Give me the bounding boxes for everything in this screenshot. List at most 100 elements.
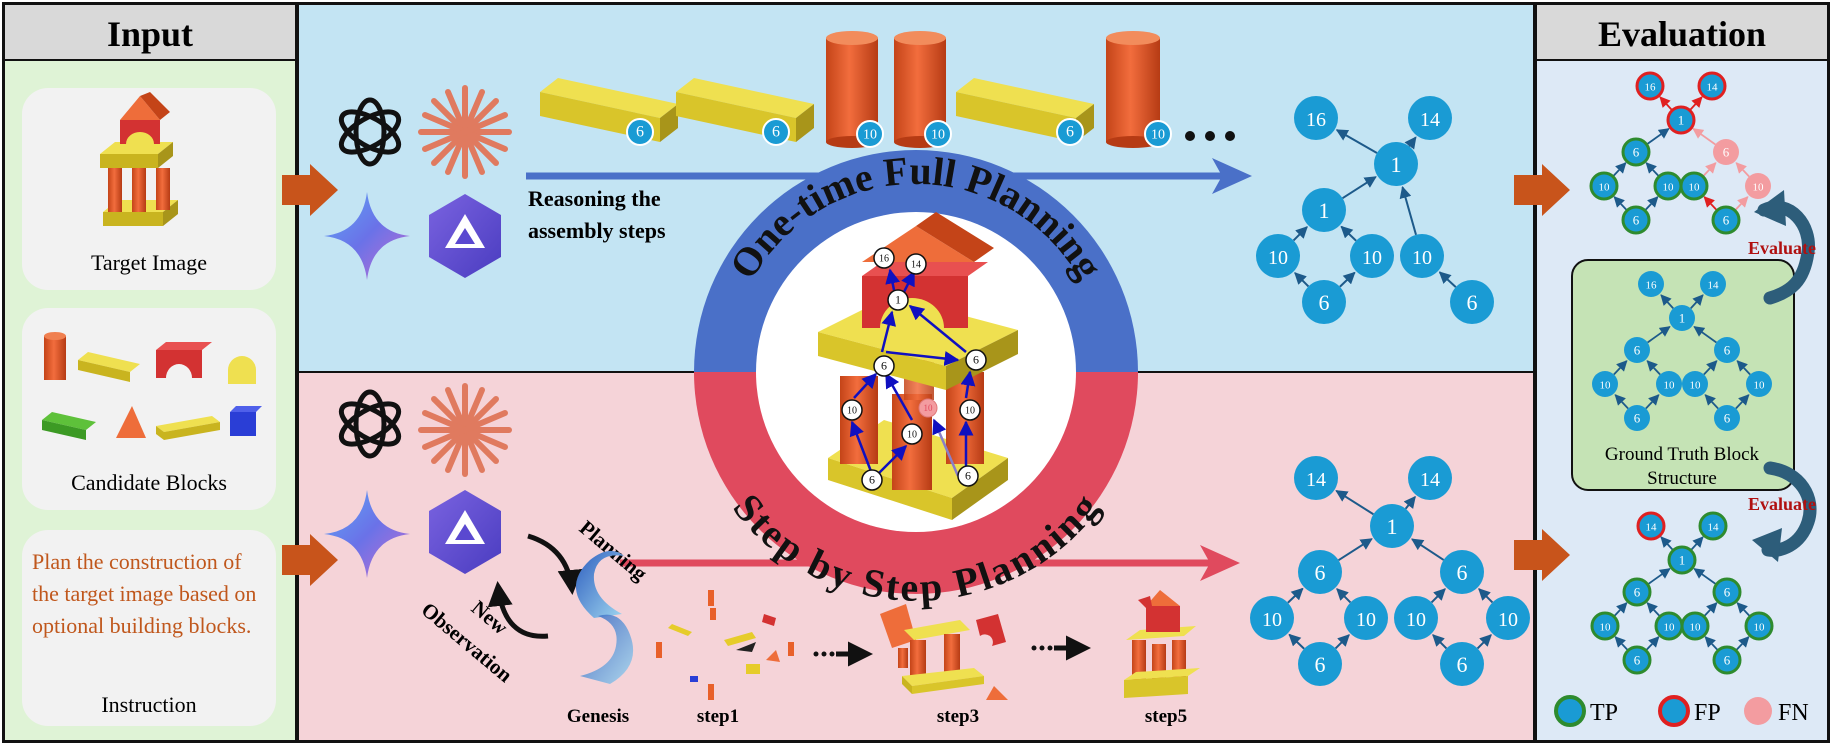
candidate-blocks-image xyxy=(42,332,262,440)
graph-node-label: 1 xyxy=(895,293,901,307)
graph-node-label: 14 xyxy=(1708,280,1720,292)
graph-node xyxy=(856,120,884,148)
graph-node xyxy=(1294,96,1338,140)
graph-node xyxy=(861,469,883,491)
graph-edge xyxy=(1645,636,1660,652)
graph-edge xyxy=(1294,272,1310,288)
graph-node xyxy=(1394,596,1438,640)
arrow-top-eval xyxy=(1514,164,1570,216)
graph-edge xyxy=(1335,129,1378,154)
graph-node-label: 14 xyxy=(911,260,921,271)
graph-node xyxy=(1486,596,1530,640)
graph-edge xyxy=(1736,360,1751,376)
qwen-logo-bottom-icon xyxy=(429,490,501,574)
graph-node xyxy=(1712,645,1742,675)
graph-node-label: 10 xyxy=(931,128,945,143)
graph-node xyxy=(965,349,987,371)
graph-edge xyxy=(1335,489,1374,516)
graph-node-label: 6 xyxy=(1315,652,1326,677)
graph-node xyxy=(1636,511,1666,541)
graph-node-label: 6 xyxy=(1457,560,1468,585)
target-caption: Target Image xyxy=(91,250,207,275)
reasoning-line-1: Reasoning the xyxy=(528,186,661,211)
graph-node-label: 10 xyxy=(1262,609,1282,631)
graph-node xyxy=(1712,577,1742,607)
evaluate-arrow-top-head xyxy=(1754,190,1786,226)
graph-node-label: 10 xyxy=(924,403,934,413)
graph-node xyxy=(1711,205,1741,235)
target-card xyxy=(22,88,276,290)
graph-edge xyxy=(1646,127,1670,146)
graph-node-label: 6 xyxy=(965,469,971,483)
graph-node-label: 10 xyxy=(1600,622,1612,634)
graph-node xyxy=(1590,611,1620,641)
reasoning-line-2: assembly steps xyxy=(528,218,666,243)
arrow-input-bottom xyxy=(282,534,338,586)
graph-edge xyxy=(1659,96,1673,111)
graph-node-label: 10 xyxy=(1690,622,1702,634)
graph-node xyxy=(1256,234,1300,278)
graph-node xyxy=(1344,596,1388,640)
graph-node xyxy=(901,423,923,445)
graph-node xyxy=(841,399,863,421)
graph-node-label: 6 xyxy=(1723,145,1730,160)
legend: TP FP FN xyxy=(1554,695,1809,727)
bottom-graph: 14 14 1 6 6 10 10 10 10 6 6 xyxy=(1250,456,1530,686)
graph-edge xyxy=(1647,567,1671,586)
center-graph-edges xyxy=(849,268,976,477)
graph-edge xyxy=(1703,196,1718,212)
graph-edge xyxy=(1660,294,1674,309)
arrow-bottom-eval xyxy=(1514,529,1570,581)
graph-node xyxy=(1622,645,1652,675)
ellipsis xyxy=(1185,131,1235,141)
legend-fn: FN xyxy=(1778,700,1809,726)
gt-caption-2: Structure xyxy=(1647,468,1717,489)
graph-edge xyxy=(1430,588,1446,604)
graph-edge xyxy=(1646,602,1661,618)
graph-node-label: 10 xyxy=(1664,380,1676,392)
graph-node-label: 14 xyxy=(1420,109,1440,131)
graph-node-label: 10 xyxy=(847,406,857,417)
graph-edge xyxy=(1704,636,1719,652)
graph-node xyxy=(1056,118,1084,146)
graph-node-label: 1 xyxy=(1679,553,1686,568)
graph-node-label: 14 xyxy=(1708,522,1720,534)
graph-node-label: 14 xyxy=(1707,82,1719,94)
genesis-logo-icon xyxy=(575,550,634,684)
graph-node xyxy=(1144,120,1172,148)
graph-edge xyxy=(1703,602,1718,618)
graph-node xyxy=(626,118,654,146)
graph-edge xyxy=(1403,495,1416,510)
arrow-input-top xyxy=(282,164,338,216)
graph-node-label: 1 xyxy=(1679,311,1686,326)
graph-node xyxy=(887,289,909,311)
graph-node-label: 6 xyxy=(869,473,875,487)
graph-node-label: 6 xyxy=(1634,343,1641,358)
genesis-label: Genesis xyxy=(567,706,629,727)
graph-node xyxy=(1698,511,1728,541)
graph-edge xyxy=(1645,394,1660,410)
graph-edge xyxy=(1340,225,1357,242)
graph-edge xyxy=(1693,325,1717,344)
graph-node-label: 16 xyxy=(1645,82,1657,94)
graph-edge xyxy=(1292,226,1308,242)
graph-edge xyxy=(1614,394,1629,410)
graph-node xyxy=(1408,456,1452,500)
graph-edge xyxy=(1399,185,1417,236)
graph-node xyxy=(1624,405,1650,431)
graph-edge xyxy=(1613,602,1628,618)
block-sequence-labels: 6 6 10 10 6 10 xyxy=(626,118,1172,148)
graph-node xyxy=(1746,371,1772,397)
graph-node-label: 6 xyxy=(636,124,644,141)
graph-node-label: 6 xyxy=(881,359,887,373)
graph-node xyxy=(1744,611,1774,641)
step3-label: step3 xyxy=(937,706,979,727)
graph-node xyxy=(1621,205,1651,235)
graph-node-label: 10 xyxy=(1690,380,1702,392)
step5-image xyxy=(1124,590,1200,698)
graph-node-label: 16 xyxy=(1306,109,1326,131)
graph-edge xyxy=(1735,636,1750,652)
instruction-text: Plan the construction of the target imag… xyxy=(32,549,257,638)
